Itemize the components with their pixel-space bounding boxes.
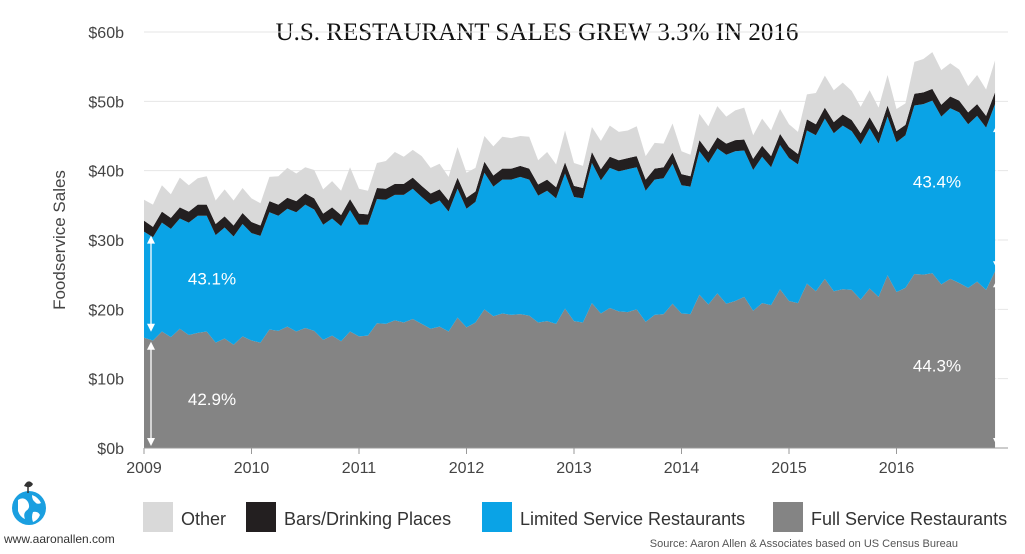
arrow-limited-2009 [147,235,155,332]
y-axis-label: Foodservice Sales [50,170,69,310]
arrow-full-2016 [993,279,1001,446]
y-tick-label: $10b [88,372,124,389]
y-axis-ticks: $0b $10b $20b $30b $40b $50b $60b [88,25,124,458]
legend-label-bars-drinking-places: Bars/Drinking Places [284,509,451,529]
x-tick-label: 2016 [879,460,915,477]
y-tick-label: $60b [88,25,124,42]
x-tick-label: 2009 [126,460,162,477]
source-note: Source: Aaron Allen & Associates based o… [650,538,958,550]
y-tick-label: $30b [88,233,124,250]
legend-swatch-limited-service-restaurants [482,502,512,532]
legend-swatch-bars-drinking-places [246,502,276,532]
arrow-full-2009 [147,341,155,446]
y-tick-label: $40b [88,164,124,181]
share-label: 43.4% [913,173,961,192]
area-limited-service-restaurants [144,100,996,345]
legend: Other Bars/Drinking Places Limited Service… [143,502,1007,532]
legend-swatch-other [143,502,173,532]
share-label: 43.1% [188,270,236,289]
share-annotations: 43.1% 42.9% 43.4% 44.3% [188,173,961,409]
y-tick-label: $0b [97,441,124,458]
x-axis-ticks: 2009 2010 2011 2012 2013 2014 2015 2016 [126,447,1008,477]
x-tick-label: 2014 [664,460,700,477]
x-tick-label: 2012 [449,460,485,477]
legend-label-other: Other [181,509,226,529]
share-label: 44.3% [913,357,961,376]
share-label: 42.9% [188,390,236,409]
area-full-service-restaurants [144,271,996,448]
website-url[interactable]: www.aaronallen.com [3,532,115,546]
arrow-limited-2016 [993,124,1001,270]
area-other [144,52,996,227]
legend-label-full-service-restaurants: Full Service Restaurants [811,509,1007,529]
legend-swatch-full-service-restaurants [773,502,803,532]
legend-label-limited-service-restaurants: Limited Service Restaurants [520,509,745,529]
stacked-areas [144,52,996,448]
share-arrows [147,124,1001,446]
area-bars-drinking-places [144,88,996,238]
x-tick-label: 2011 [342,460,377,477]
y-tick-label: $20b [88,302,124,319]
x-tick-label: 2010 [234,460,270,477]
x-tick-label: 2015 [771,460,807,477]
y-tick-label: $50b [88,94,124,111]
x-tick-label: 2013 [556,460,592,477]
globe-logo-icon [12,481,46,525]
